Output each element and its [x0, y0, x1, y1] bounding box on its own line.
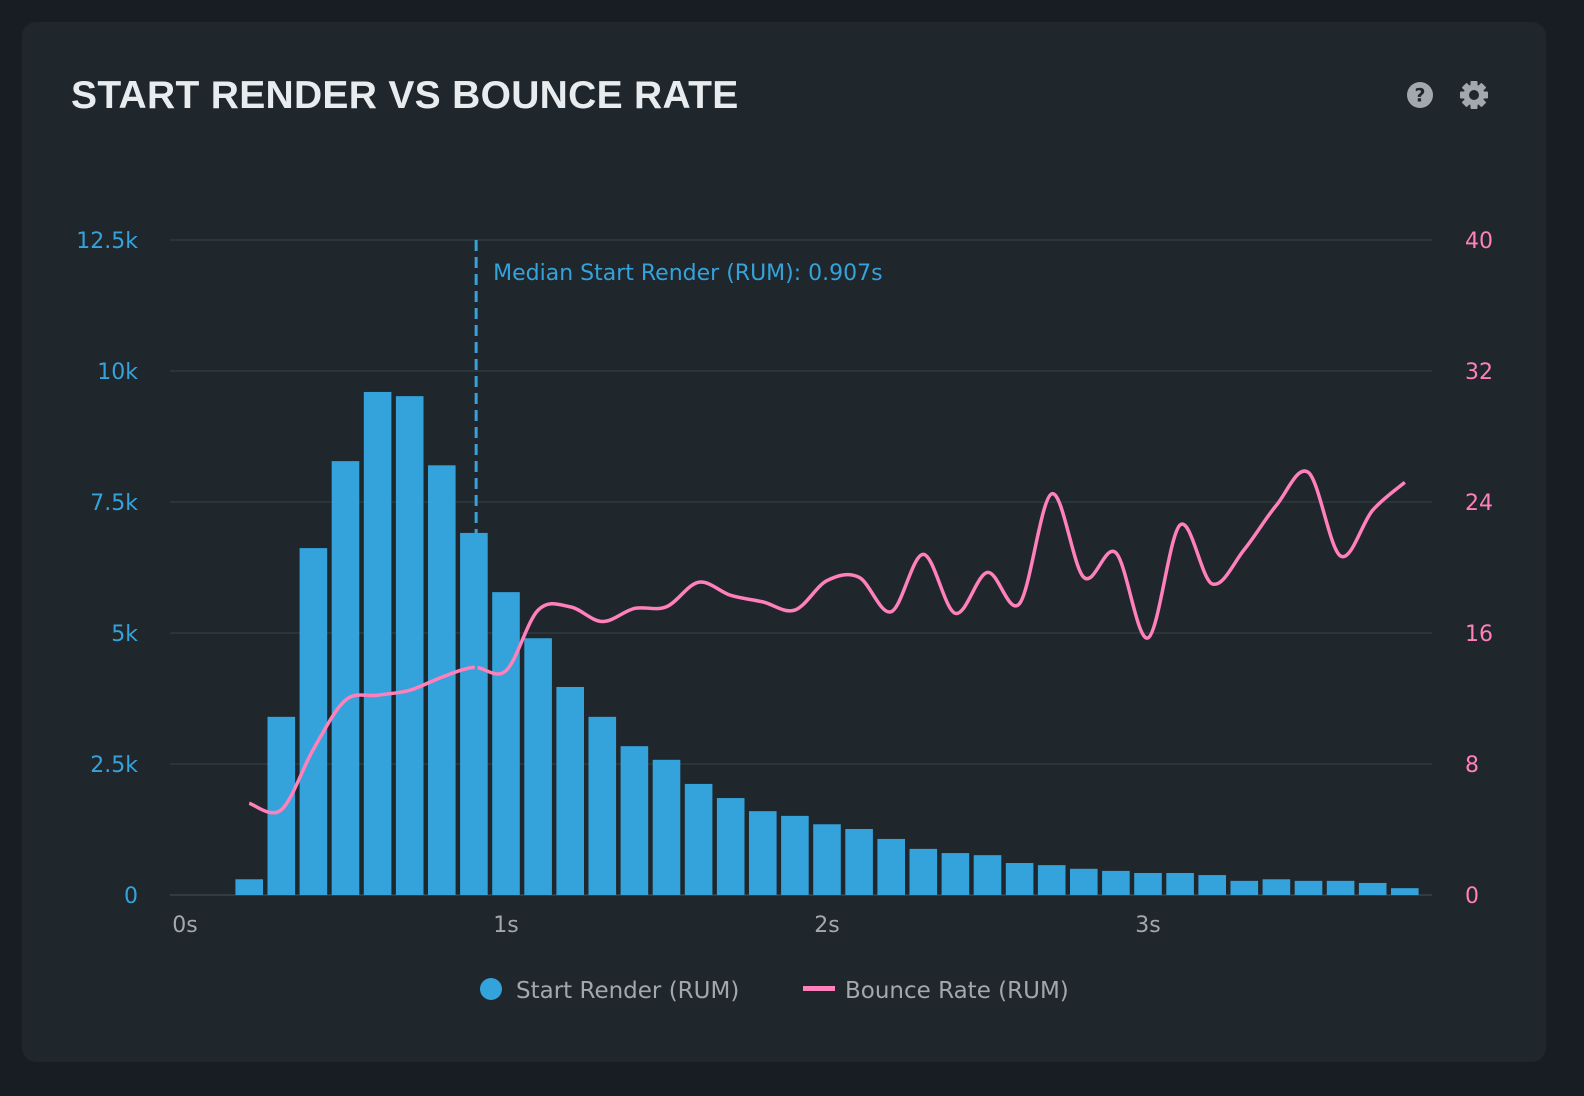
- bar[interactable]: [395, 396, 424, 895]
- right-axis-tick-label: 16: [1465, 622, 1493, 647]
- legend-line-marker: [803, 986, 835, 991]
- bar[interactable]: [1166, 872, 1194, 895]
- x-axis-tick-label: 2s: [814, 913, 839, 938]
- bar[interactable]: [1262, 879, 1291, 895]
- bar[interactable]: [813, 824, 841, 895]
- bar[interactable]: [460, 532, 488, 895]
- right-axis-tick-label: 40: [1465, 229, 1493, 254]
- x-axis-tick-label: 3s: [1135, 913, 1160, 938]
- bar[interactable]: [845, 828, 873, 895]
- gear-icon[interactable]: [1459, 80, 1489, 110]
- bar[interactable]: [973, 855, 1002, 895]
- bar[interactable]: [492, 592, 520, 895]
- median-annotation-label: Median Start Render (RUM): 0.907s: [493, 261, 882, 286]
- bar[interactable]: [1391, 888, 1419, 895]
- bar[interactable]: [299, 548, 328, 895]
- left-axis-tick-label: 5k: [111, 622, 138, 647]
- right-axis-tick-label: 8: [1465, 753, 1479, 778]
- bar[interactable]: [1230, 880, 1259, 895]
- bar[interactable]: [235, 879, 263, 895]
- svg-text:?: ?: [1414, 85, 1425, 107]
- bar[interactable]: [781, 815, 809, 895]
- bar[interactable]: [588, 716, 617, 895]
- bar[interactable]: [652, 759, 681, 895]
- bar[interactable]: [1358, 882, 1387, 895]
- left-axis-tick-label: 2.5k: [90, 753, 138, 778]
- bar[interactable]: [1326, 880, 1355, 895]
- bar[interactable]: [1037, 865, 1066, 895]
- bar[interactable]: [749, 811, 777, 895]
- right-axis-tick-label: 24: [1465, 491, 1493, 516]
- left-axis-tick-label: 0: [124, 884, 138, 909]
- bar[interactable]: [1005, 863, 1034, 895]
- question-circle-icon[interactable]: ?: [1405, 80, 1435, 110]
- x-axis-tick-label: 1s: [493, 913, 518, 938]
- bar[interactable]: [363, 391, 392, 895]
- left-axis-tick-label: 10k: [97, 360, 138, 385]
- bar[interactable]: [1070, 868, 1098, 895]
- legend-bar-marker: [480, 978, 502, 1000]
- bar[interactable]: [684, 783, 713, 895]
- x-axis-tick-label: 0s: [172, 913, 197, 938]
- left-axis-tick-label: 7.5k: [90, 491, 138, 516]
- bar[interactable]: [1134, 872, 1162, 895]
- bounce-rate-line[interactable]: [248, 469, 1406, 815]
- bar[interactable]: [556, 686, 584, 895]
- bar[interactable]: [909, 848, 938, 895]
- bar[interactable]: [716, 798, 745, 895]
- bar[interactable]: [524, 638, 552, 895]
- left-axis-tick-label: 12.5k: [76, 229, 138, 254]
- bar[interactable]: [620, 746, 649, 895]
- legend-label: Bounce Rate (RUM): [845, 978, 1069, 1004]
- chart-title: START RENDER VS BOUNCE RATE: [71, 74, 739, 117]
- right-axis-tick-label: 32: [1465, 360, 1493, 385]
- bar[interactable]: [1294, 880, 1323, 895]
- legend: Start Render (RUM) Bounce Rate (RUM): [480, 978, 1069, 1004]
- legend-item-start-render[interactable]: Start Render (RUM): [480, 978, 739, 1004]
- bar[interactable]: [877, 838, 905, 895]
- legend-label: Start Render (RUM): [516, 978, 739, 1004]
- right-axis-tick-label: 0: [1465, 884, 1479, 909]
- bar[interactable]: [1198, 875, 1226, 895]
- legend-item-bounce-rate[interactable]: Bounce Rate (RUM): [803, 978, 1069, 1004]
- bar[interactable]: [941, 853, 970, 895]
- bar[interactable]: [331, 461, 360, 895]
- bar[interactable]: [267, 716, 296, 895]
- bar[interactable]: [1102, 870, 1130, 895]
